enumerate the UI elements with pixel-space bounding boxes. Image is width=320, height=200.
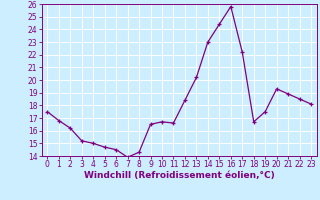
X-axis label: Windchill (Refroidissement éolien,°C): Windchill (Refroidissement éolien,°C) xyxy=(84,171,275,180)
